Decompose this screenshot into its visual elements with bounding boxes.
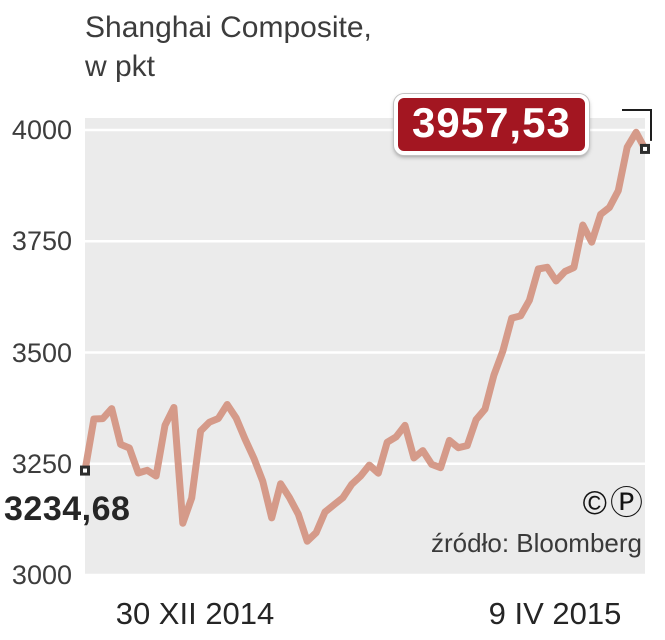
start-marker-center [83, 468, 87, 473]
y-tick-label: 3250 [11, 448, 72, 479]
y-tick-label: 3000 [11, 560, 72, 590]
y-tick-label: 3750 [11, 226, 72, 257]
start-value-label: 3234,68 [4, 490, 131, 528]
copyright-marks: ©Ⓟ [556, 476, 646, 524]
y-tick-label: 4000 [11, 115, 72, 145]
x-tick-label-end: 9 IV 2015 [488, 596, 622, 631]
phonogram-icon: Ⓟ [610, 484, 646, 521]
y-tick-label: 3500 [11, 337, 72, 368]
chart-title: Shanghai Composite, w pkt [85, 8, 372, 86]
source-credit: źródło: Bloomberg [431, 528, 642, 558]
end-value-text: 3957,53 [412, 99, 571, 146]
price-line [81, 128, 649, 545]
x-tick-label-start: 30 XII 2014 [115, 596, 275, 631]
end-value-badge: 3957,53 [394, 94, 589, 155]
end-marker-center [643, 146, 647, 151]
chart-title-line1: Shanghai Composite, [85, 11, 372, 44]
badge-connector [622, 109, 652, 141]
copyright-icon: © [582, 484, 610, 521]
chart-title-line2: w pkt [85, 50, 156, 83]
